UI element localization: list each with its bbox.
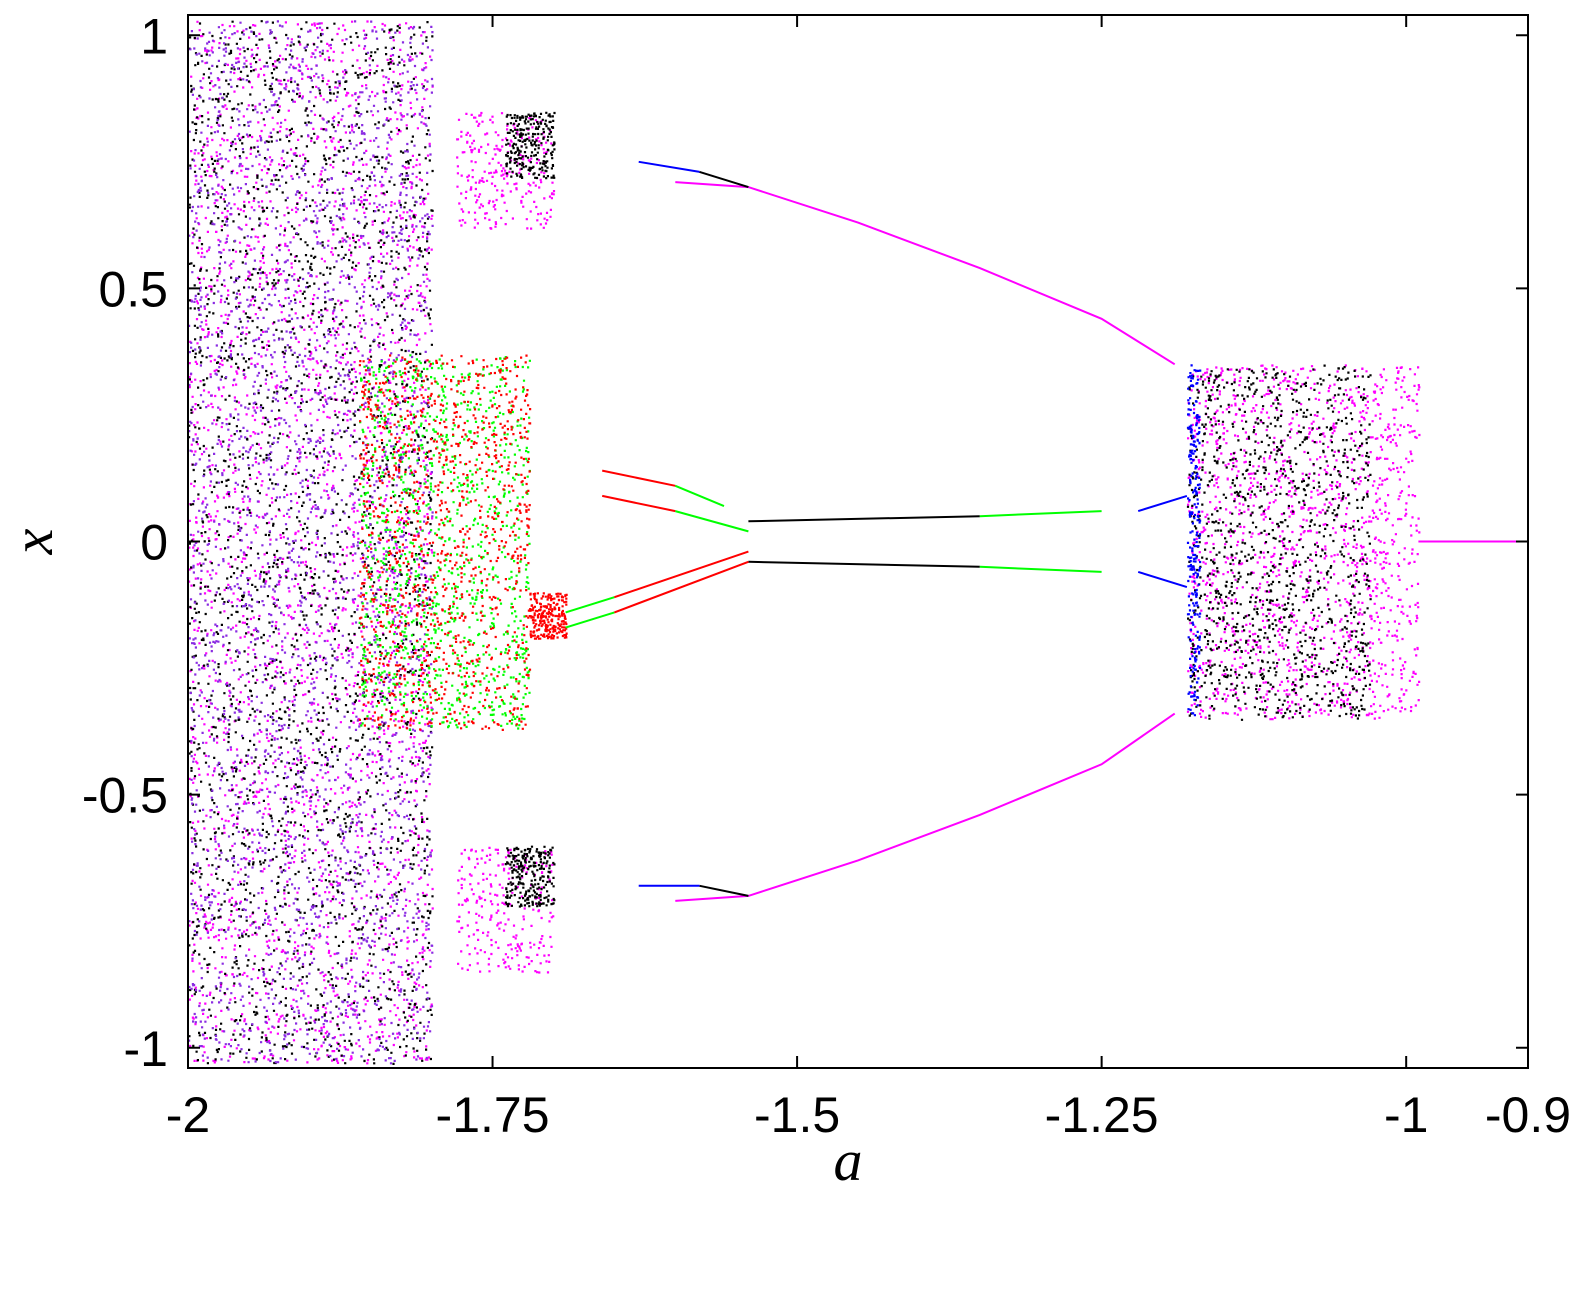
branch-line-blue bbox=[638, 160, 700, 173]
x-tick-label: -1 bbox=[1384, 1087, 1428, 1143]
branch-line-green bbox=[979, 510, 1102, 518]
x-tick-label: -0.9 bbox=[1485, 1087, 1571, 1143]
point-cloud-marks bbox=[529, 592, 568, 640]
chaotic-point-clouds bbox=[188, 20, 1421, 1066]
y-tick-label: 1 bbox=[140, 8, 168, 64]
point-cloud-black bbox=[504, 845, 556, 908]
branch-line-green bbox=[674, 484, 725, 508]
branch-line-red bbox=[601, 494, 676, 513]
branch-line-green bbox=[565, 596, 615, 614]
branch-line-black bbox=[748, 560, 980, 568]
branch-line-magenta bbox=[675, 712, 1176, 902]
point-cloud-marks bbox=[358, 354, 532, 731]
point-cloud-marks bbox=[505, 111, 556, 180]
point-cloud-magenta bbox=[456, 111, 556, 230]
branch-line-red bbox=[614, 560, 749, 614]
point-cloud-magenta bbox=[456, 846, 555, 974]
branch-line-magenta bbox=[675, 181, 1176, 366]
point-cloud-marks bbox=[504, 845, 556, 908]
point-cloud-marks bbox=[1186, 364, 1372, 721]
point-cloud-purple bbox=[188, 20, 434, 1065]
branch-line-green bbox=[979, 565, 1102, 573]
point-cloud-magenta bbox=[1186, 364, 1421, 721]
plot-frame bbox=[187, 14, 1529, 1069]
branch-line-black bbox=[748, 515, 980, 523]
y-tick-label: 0 bbox=[140, 515, 168, 571]
branch-curves bbox=[565, 160, 1528, 902]
branch-line-black bbox=[699, 170, 749, 189]
point-cloud-marks bbox=[188, 20, 434, 1065]
x-axis-label: a bbox=[834, 1128, 863, 1193]
branch-line-blue bbox=[1137, 570, 1188, 589]
point-cloud-marks bbox=[456, 111, 556, 230]
point-cloud-red bbox=[529, 592, 568, 640]
point-cloud-marks bbox=[188, 20, 434, 1065]
branch-line-green bbox=[565, 611, 615, 629]
y-tick-label: 0.5 bbox=[98, 261, 168, 317]
x-tick-label: -1.75 bbox=[436, 1087, 550, 1143]
x-tick-label: -2 bbox=[166, 1087, 210, 1143]
point-cloud-marks bbox=[1186, 364, 1202, 717]
branch-line-black bbox=[699, 884, 749, 897]
point-cloud-black bbox=[188, 20, 434, 1066]
x-tick-label: -1.5 bbox=[754, 1087, 840, 1143]
point-cloud-red bbox=[358, 354, 532, 731]
point-cloud-marks bbox=[456, 846, 555, 974]
branch-line-red bbox=[601, 469, 676, 487]
branch-line-red bbox=[614, 550, 749, 599]
y-tick-label: -1 bbox=[124, 1021, 168, 1077]
point-cloud-black bbox=[505, 111, 556, 180]
point-cloud-marks bbox=[188, 20, 434, 1066]
branch-line-green bbox=[675, 510, 749, 533]
axis-ticks: -2 -1.75 -1.5 -1.25 -1 -0.9 1 0.5 0 -0.5 -1 bbox=[82, 8, 1571, 1143]
point-cloud-blue bbox=[1186, 364, 1202, 717]
y-tick-label: -0.5 bbox=[82, 768, 168, 824]
point-cloud-black bbox=[1186, 364, 1372, 721]
point-cloud-marks bbox=[1186, 364, 1421, 721]
x-tick-label: -1.25 bbox=[1045, 1087, 1159, 1143]
branch-line-blue bbox=[1137, 494, 1188, 513]
point-cloud-magenta bbox=[188, 20, 434, 1065]
y-axis-label: x bbox=[0, 528, 65, 555]
